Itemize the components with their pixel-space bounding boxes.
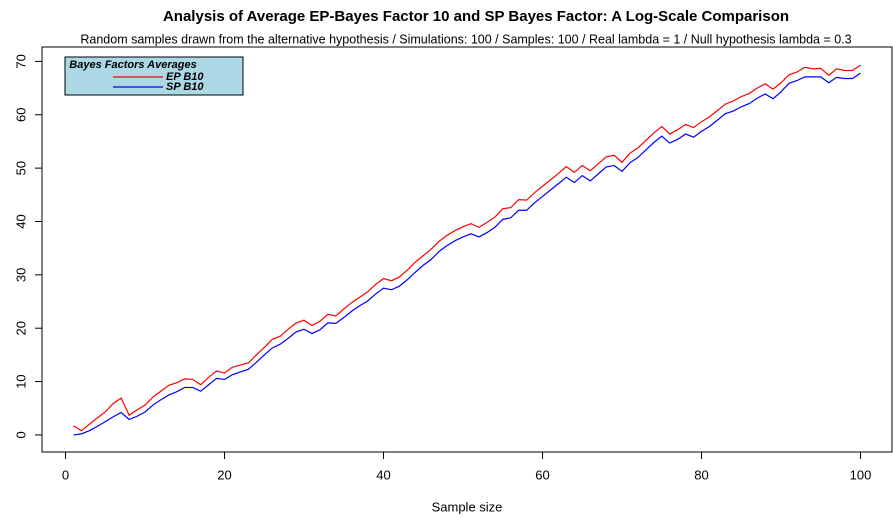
x-tick-label: 40 <box>376 467 390 482</box>
series-line <box>73 72 861 436</box>
x-tick-label: 0 <box>62 467 69 482</box>
y-tick-label: 0 <box>13 431 28 438</box>
y-tick-label: 30 <box>13 268 28 282</box>
x-tick-label: 100 <box>850 467 872 482</box>
y-tick-label: 70 <box>13 54 28 68</box>
plot-frame <box>41 46 893 453</box>
legend-label: EP B10 <box>166 71 204 83</box>
y-tick-label: 60 <box>13 108 28 122</box>
chart-subtitle: Random samples drawn from the alternativ… <box>80 32 851 46</box>
legend-label: SP B10 <box>166 81 204 93</box>
legend-box <box>64 56 244 96</box>
chart-title: Analysis of Average EP-Bayes Factor 10 a… <box>163 8 789 25</box>
y-tick-label: 50 <box>13 161 28 175</box>
x-axis-label: Sample size <box>432 499 503 514</box>
y-tick-label: 10 <box>13 374 28 388</box>
legend-title: Bayes Factors Averages <box>69 59 196 71</box>
y-tick-label: 40 <box>13 214 28 228</box>
x-tick-label: 60 <box>535 467 549 482</box>
x-tick-label: 80 <box>694 467 708 482</box>
series-line <box>73 64 861 432</box>
y-tick-label: 20 <box>13 321 28 335</box>
x-tick-label: 20 <box>217 467 231 482</box>
